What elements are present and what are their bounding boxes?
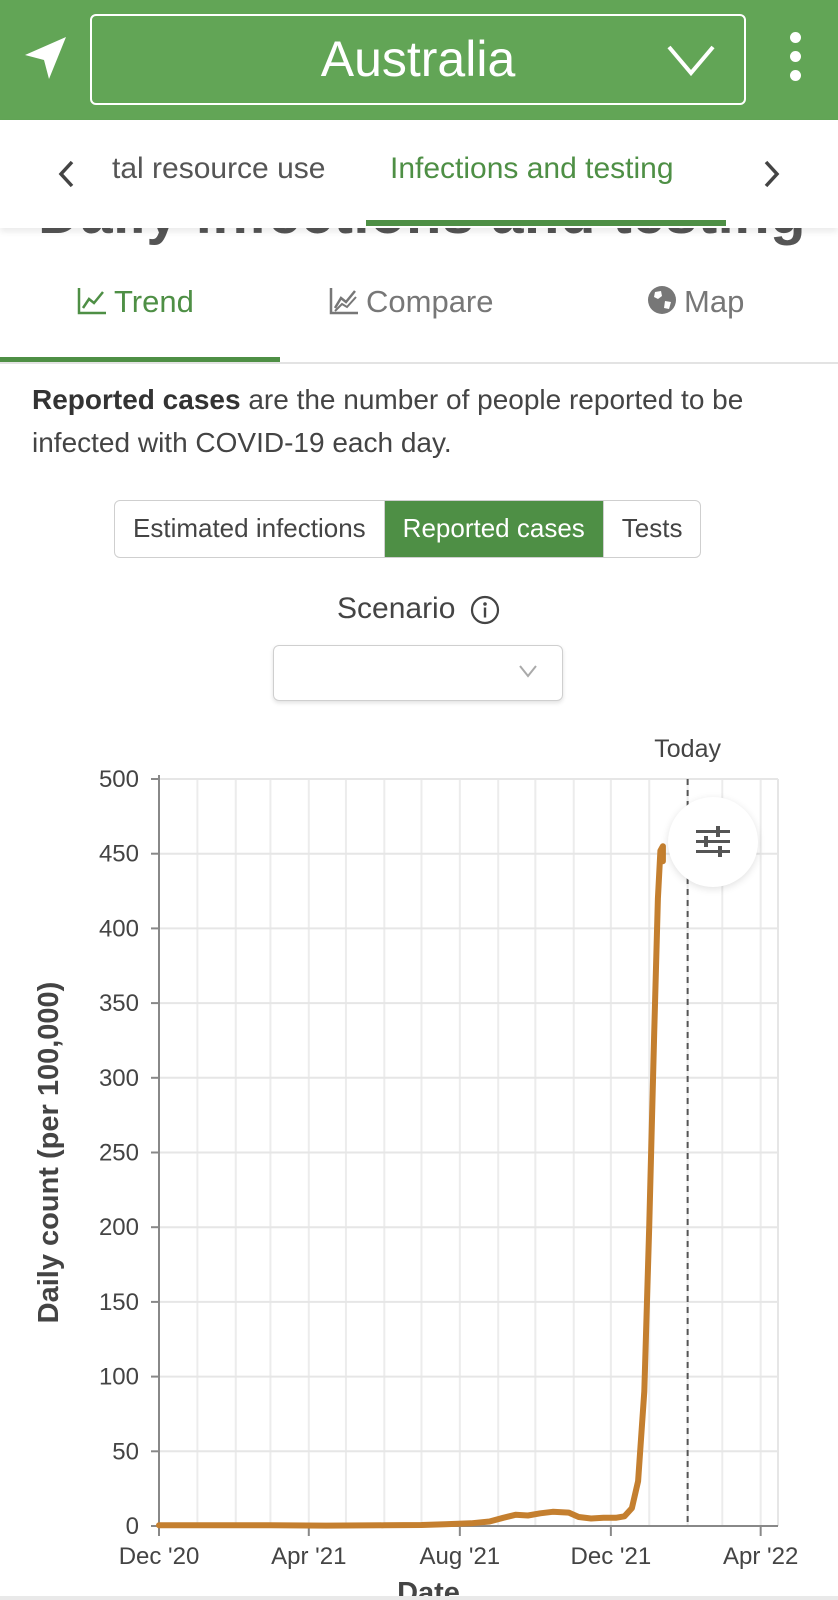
- metric-option-estimated-infections[interactable]: Estimated infections: [115, 501, 385, 557]
- y-tick-label: 500: [99, 766, 139, 793]
- y-tick-label: 50: [112, 1438, 139, 1465]
- series-line: [156, 843, 666, 1529]
- metric-description: Reported cases are the number of people …: [32, 378, 812, 464]
- chart-options-button[interactable]: [668, 797, 758, 887]
- y-tick-label: 200: [99, 1214, 139, 1241]
- trend-chart: 0 50 100 150 200 250 300 350 400 450 500 Dec '20 Apr…: [33, 735, 798, 1600]
- chevron-left-icon[interactable]: [56, 156, 76, 192]
- country-select[interactable]: Australia: [90, 14, 746, 105]
- y-tick-label: 250: [99, 1140, 139, 1167]
- today-label: Today: [654, 735, 721, 763]
- section-active-indicator: [366, 220, 726, 226]
- x-tick-label: Dec '21: [571, 1543, 652, 1570]
- bottom-divider: [0, 1596, 838, 1600]
- tab-map-label: Map: [684, 284, 745, 319]
- globe-icon: [648, 286, 676, 314]
- y-tick-label: 400: [99, 915, 139, 942]
- description-bold: Reported cases: [32, 384, 241, 415]
- section-tab-resource-use[interactable]: tal resource use: [112, 152, 326, 185]
- y-tick-label: 300: [99, 1065, 139, 1092]
- chevron-right-icon[interactable]: [762, 156, 782, 192]
- scenario-select[interactable]: [273, 645, 563, 701]
- info-icon[interactable]: [470, 595, 500, 625]
- sliders-icon: [696, 826, 730, 857]
- tab-compare[interactable]: Compare: [328, 284, 494, 334]
- metric-option-tests[interactable]: Tests: [621, 513, 683, 543]
- tab-trend[interactable]: Trend: [76, 284, 194, 334]
- compare-chart-icon: [329, 288, 358, 315]
- tab-map[interactable]: Map: [646, 284, 744, 334]
- country-name: Australia: [320, 31, 516, 87]
- y-axis-label: Daily count (per 100,000): [33, 982, 65, 1324]
- y-tick-label: 350: [99, 990, 139, 1017]
- y-tick-label: 100: [99, 1364, 139, 1391]
- app-header: Australia: [0, 0, 838, 120]
- metric-option-reported-cases[interactable]: Reported cases: [384, 501, 604, 557]
- section-nav: [0, 120, 838, 228]
- x-tick-label: Apr '22: [723, 1543, 798, 1570]
- y-tick-label: 150: [99, 1289, 139, 1316]
- y-tick-label: 0: [126, 1513, 139, 1540]
- scenario-label: Scenario: [337, 592, 456, 625]
- tab-compare-label: Compare: [366, 284, 494, 319]
- line-chart-icon: [77, 288, 106, 315]
- description-text: are the number of people reported to be …: [32, 384, 744, 458]
- tab-trend-label: Trend: [114, 284, 194, 319]
- section-tab-infections-testing[interactable]: Infections and testing: [390, 152, 674, 185]
- more-menu-icon[interactable]: [782, 32, 808, 90]
- location-arrow-icon[interactable]: [22, 34, 70, 82]
- view-tab-indicator: [0, 357, 280, 362]
- divider: [0, 362, 838, 364]
- x-tick-label: Dec '20: [119, 1543, 200, 1570]
- y-tick-label: 450: [99, 841, 139, 868]
- metric-toggle: Estimated infections Reported cases Test…: [114, 500, 702, 558]
- x-axis-label: Date: [397, 1577, 460, 1600]
- x-tick-label: Aug '21: [420, 1543, 501, 1570]
- x-tick-label: Apr '21: [271, 1543, 346, 1570]
- chevron-down-icon: [667, 45, 715, 76]
- chevron-down-icon: [519, 665, 537, 678]
